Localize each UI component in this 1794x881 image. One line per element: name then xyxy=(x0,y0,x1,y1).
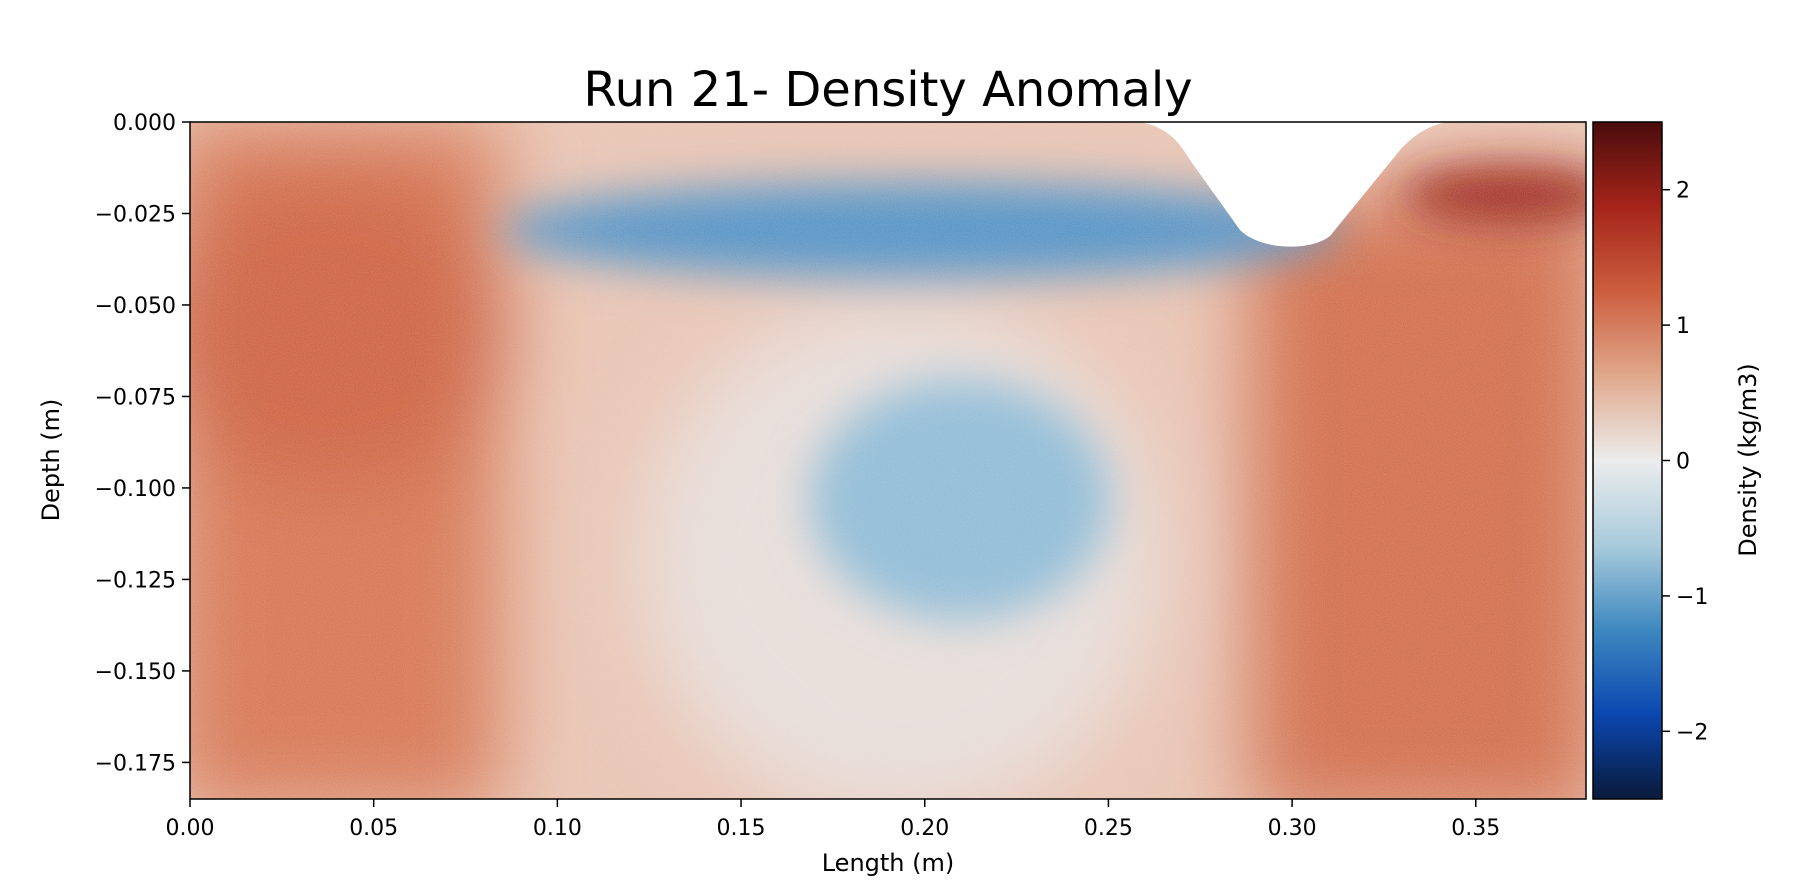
colorbar-ticks: 2 1 0 −1 −2 xyxy=(1662,179,1708,745)
x-tick-label: 0.25 xyxy=(1084,816,1133,841)
x-tick-label: 0.30 xyxy=(1268,816,1317,841)
y-axis: 0.000 −0.025 −0.050 −0.075 −0.100 −0.125 −0.15… xyxy=(95,111,190,776)
x-tick-label: 0.15 xyxy=(717,816,766,841)
y-tick-label: −0.025 xyxy=(95,202,176,227)
feature-surface-cutout xyxy=(1139,122,1448,247)
x-tick-label: 0.00 xyxy=(166,816,215,841)
x-tick-label: 0.35 xyxy=(1451,816,1500,841)
heatmap-field xyxy=(190,122,1586,799)
colorbar xyxy=(1592,121,1663,800)
colorbar-tick-label: 2 xyxy=(1676,179,1690,204)
colorbar-tick-label: 1 xyxy=(1676,314,1690,339)
y-tick-label: −0.150 xyxy=(95,660,176,685)
y-tick-label: −0.175 xyxy=(95,751,176,776)
colorbar-tick-label: 0 xyxy=(1676,450,1690,475)
x-axis-label: Length (m) xyxy=(822,849,955,877)
y-tick-label: −0.050 xyxy=(95,294,176,319)
x-axis: 0.00 0.05 0.10 0.15 0.20 0.25 0.30 0.35 xyxy=(166,799,1500,841)
colorbar-tick-label: −2 xyxy=(1676,720,1708,745)
colorbar-tick-label: −1 xyxy=(1676,585,1708,610)
plot-frame xyxy=(189,121,1587,800)
y-axis-label: Depth (m) xyxy=(37,399,65,522)
y-tick-label: 0.000 xyxy=(113,111,176,136)
heatmap-grain xyxy=(190,122,1586,799)
x-tick-label: 0.10 xyxy=(533,816,582,841)
y-tick-label: −0.075 xyxy=(95,385,176,410)
colorbar-label: Density (kg/m3) xyxy=(1734,363,1762,556)
chart-title: Run 21- Density Anomaly xyxy=(583,62,1192,118)
x-tick-label: 0.05 xyxy=(349,816,398,841)
y-tick-label: −0.125 xyxy=(95,568,176,593)
x-tick-label: 0.20 xyxy=(900,816,949,841)
y-tick-label: −0.100 xyxy=(95,477,176,502)
